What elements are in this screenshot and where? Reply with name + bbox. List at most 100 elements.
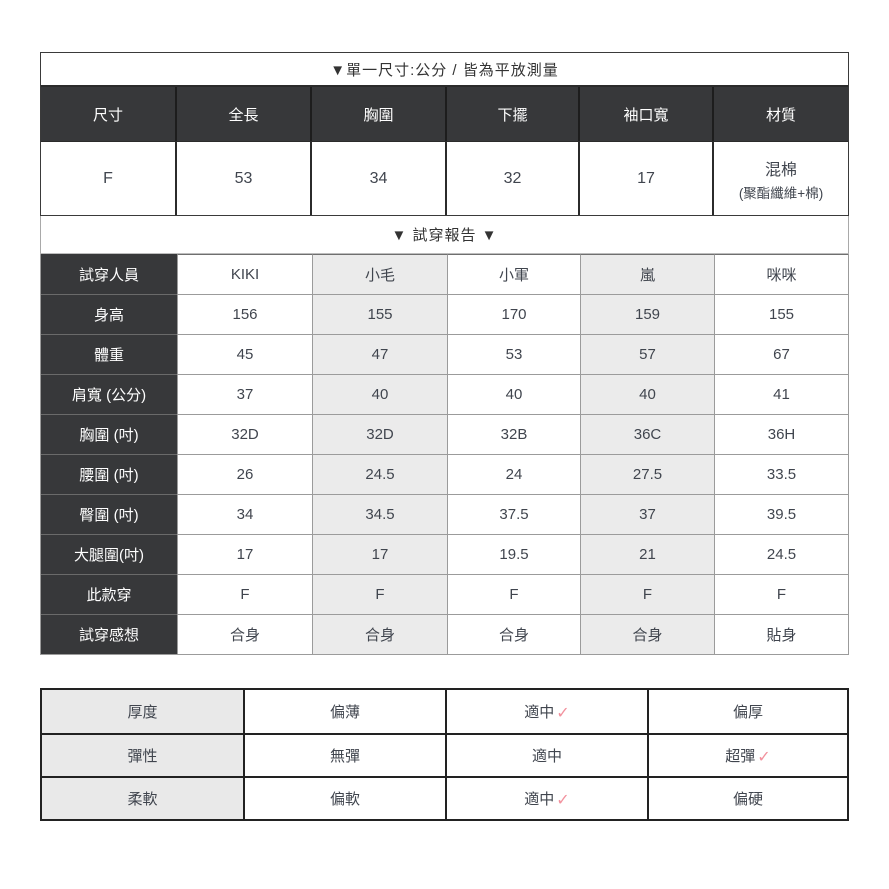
fit-cell: 32B [447, 414, 580, 454]
fit-cell: 合身 [312, 614, 447, 654]
table-row: 柔軟 偏軟 適中 ✓ 偏硬 [42, 776, 847, 819]
size-value-cell: F [41, 141, 177, 215]
attr-option-text: 偏厚 [732, 704, 763, 721]
fit-row-label: 體重 [41, 334, 177, 374]
fit-cell: 27.5 [580, 454, 714, 494]
attr-option-cell: 適中 [445, 733, 647, 776]
size-col-header: 尺寸 [41, 87, 177, 141]
fit-cell: 47 [312, 334, 447, 374]
table-row: 大腿圍(吋) 17 17 19.5 21 24.5 [41, 534, 848, 574]
size-value-cell: 17 [580, 141, 714, 215]
table-row: 彈性 無彈 適中 超彈 ✓ [42, 733, 847, 776]
fit-row-label: 此款穿 [41, 574, 177, 614]
fit-cell: 155 [714, 294, 848, 334]
table-row: 臀圍 (吋) 34 34.5 37.5 37 39.5 [41, 494, 848, 534]
fit-cell: 37.5 [447, 494, 580, 534]
fit-cell: 小軍 [447, 254, 580, 294]
fit-cell: 34 [177, 494, 312, 534]
fit-cell: 貼身 [714, 614, 848, 654]
fit-cell: 19.5 [447, 534, 580, 574]
attr-row-label: 柔軟 [42, 776, 243, 819]
attr-option-text: 適中 [531, 748, 562, 765]
attr-option-text: 無彈 [329, 748, 360, 765]
table-row: 身高 156 155 170 159 155 [41, 294, 848, 334]
attr-option-cell: 超彈 ✓ [647, 733, 847, 776]
fit-cell: 45 [177, 334, 312, 374]
attr-option-cell: 偏薄 [243, 690, 445, 733]
fit-cell: F [312, 574, 447, 614]
fit-cell: 67 [714, 334, 848, 374]
size-table: ▼單一尺寸:公分 / 皆為平放測量 尺寸 全長 胸圍 下擺 袖口寬 材質 F 5… [40, 52, 849, 216]
fit-row-label: 臀圍 (吋) [41, 494, 177, 534]
fit-cell: F [447, 574, 580, 614]
attr-option-cell: 無彈 [243, 733, 445, 776]
fit-cell: 34.5 [312, 494, 447, 534]
fit-cell: 合身 [580, 614, 714, 654]
size-table-title: ▼單一尺寸:公分 / 皆為平放測量 [41, 53, 848, 87]
table-row: 試穿人員 KIKI 小毛 小軍 嵐 咪咪 [41, 254, 848, 294]
size-col-header: 袖口寬 [580, 87, 714, 141]
attr-row-label: 彈性 [42, 733, 243, 776]
attr-option-cell: 偏軟 [243, 776, 445, 819]
check-icon: ✓ [757, 748, 771, 766]
fit-row-label: 試穿人員 [41, 254, 177, 294]
size-col-header: 胸圍 [312, 87, 447, 141]
table-row: 此款穿 F F F F F [41, 574, 848, 614]
attr-option-text: 偏薄 [329, 704, 360, 721]
fit-cell: F [714, 574, 848, 614]
fit-cell: 咪咪 [714, 254, 848, 294]
fit-cell: 17 [312, 534, 447, 574]
table-row: 胸圍 (吋) 32D 32D 32B 36C 36H [41, 414, 848, 454]
attr-option-text: 偏軟 [329, 791, 360, 808]
table-row: 體重 45 47 53 57 67 [41, 334, 848, 374]
fit-cell: 24.5 [714, 534, 848, 574]
size-col-header: 下擺 [447, 87, 580, 141]
size-table-header-row: 尺寸 全長 胸圍 下擺 袖口寬 材質 [41, 87, 848, 141]
attr-option-text: 超彈 [725, 748, 756, 765]
attr-option-cell: 偏厚 [647, 690, 847, 733]
material-line2: (聚酯纖維+棉) [738, 185, 824, 201]
table-row: 厚度 偏薄 適中 ✓ 偏厚 [42, 690, 847, 733]
fit-row-label: 大腿圍(吋) [41, 534, 177, 574]
fit-cell: 40 [580, 374, 714, 414]
fit-cell: 36H [714, 414, 848, 454]
fit-cell: 小毛 [312, 254, 447, 294]
fit-cell: 37 [177, 374, 312, 414]
table-row: 腰圍 (吋) 26 24.5 24 27.5 33.5 [41, 454, 848, 494]
fit-report-title: ▼ 試穿報告 ▼ [40, 216, 849, 254]
attr-option-cell: 適中 ✓ [445, 690, 647, 733]
attr-row-label: 厚度 [42, 690, 243, 733]
fit-report-table: 試穿人員 KIKI 小毛 小軍 嵐 咪咪 身高 156 155 170 159 … [40, 254, 849, 655]
fit-cell: KIKI [177, 254, 312, 294]
table-row: 試穿感想 合身 合身 合身 合身 貼身 [41, 614, 848, 654]
fit-cell: 40 [312, 374, 447, 414]
table-row: 肩寬 (公分) 37 40 40 40 41 [41, 374, 848, 414]
fit-cell: F [177, 574, 312, 614]
fit-cell: 159 [580, 294, 714, 334]
fit-cell: 155 [312, 294, 447, 334]
fit-cell: 53 [447, 334, 580, 374]
attr-option-cell: 適中 ✓ [445, 776, 647, 819]
fit-row-label: 試穿感想 [41, 614, 177, 654]
size-value-cell: 32 [447, 141, 580, 215]
fit-row-label: 肩寬 (公分) [41, 374, 177, 414]
attributes-table: 厚度 偏薄 適中 ✓ 偏厚 彈性 無彈 適中 超彈 ✓ [40, 688, 849, 821]
fit-cell: 57 [580, 334, 714, 374]
fit-cell: 合身 [177, 614, 312, 654]
attr-option-cell: 偏硬 [647, 776, 847, 819]
fit-cell: 156 [177, 294, 312, 334]
fit-cell: 21 [580, 534, 714, 574]
size-value-cell: 53 [177, 141, 312, 215]
material-cell: 混棉 (聚酯纖維+棉) [714, 141, 848, 215]
attr-option-text: 適中 [524, 704, 555, 721]
fit-cell: 40 [447, 374, 580, 414]
fit-cell: 24 [447, 454, 580, 494]
fit-cell: 32D [177, 414, 312, 454]
fit-cell: 36C [580, 414, 714, 454]
fit-cell: 39.5 [714, 494, 848, 534]
fit-cell: 嵐 [580, 254, 714, 294]
check-icon: ✓ [556, 791, 570, 809]
attr-option-text: 適中 [524, 791, 555, 808]
size-col-header: 全長 [177, 87, 312, 141]
fit-cell: 24.5 [312, 454, 447, 494]
